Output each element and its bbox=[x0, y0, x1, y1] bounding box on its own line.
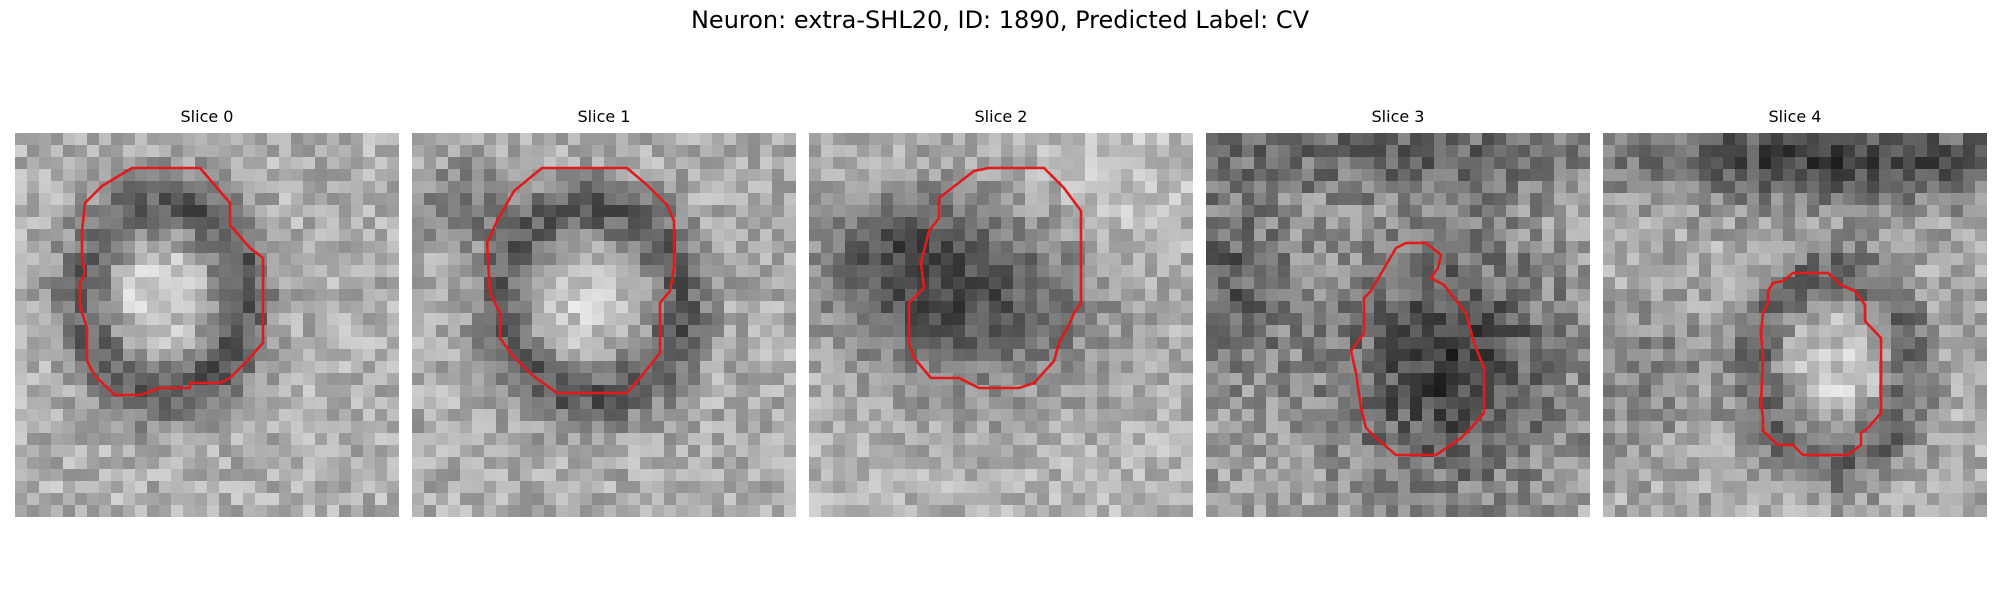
slice-title: Slice 0 bbox=[180, 107, 234, 126]
segmentation-contour bbox=[78, 166, 265, 397]
slice-panel-3: Slice 3 bbox=[1206, 106, 1590, 517]
segmentation-contour bbox=[485, 166, 676, 395]
slice-image bbox=[1603, 133, 1987, 517]
segmentation-contour bbox=[1759, 271, 1883, 457]
slice-title: Slice 3 bbox=[1371, 107, 1425, 126]
slice-panel-4: Slice 4 bbox=[1603, 106, 1987, 517]
slice-image bbox=[809, 133, 1193, 517]
segmentation-contour bbox=[1349, 241, 1486, 457]
slice-image bbox=[15, 133, 399, 517]
slice-image bbox=[412, 133, 796, 517]
slice-title: Slice 4 bbox=[1768, 107, 1822, 126]
slice-image bbox=[1206, 133, 1590, 517]
slice-panel-0: Slice 0 bbox=[15, 106, 399, 517]
slice-title: Slice 2 bbox=[974, 107, 1028, 126]
slice-panel-2: Slice 2 bbox=[809, 106, 1193, 517]
segmentation-contour bbox=[907, 166, 1083, 390]
figure-title: Neuron: extra-SHL20, ID: 1890, Predicted… bbox=[690, 6, 1310, 34]
slice-panel-1: Slice 1 bbox=[412, 106, 796, 517]
slice-title: Slice 1 bbox=[577, 107, 631, 126]
